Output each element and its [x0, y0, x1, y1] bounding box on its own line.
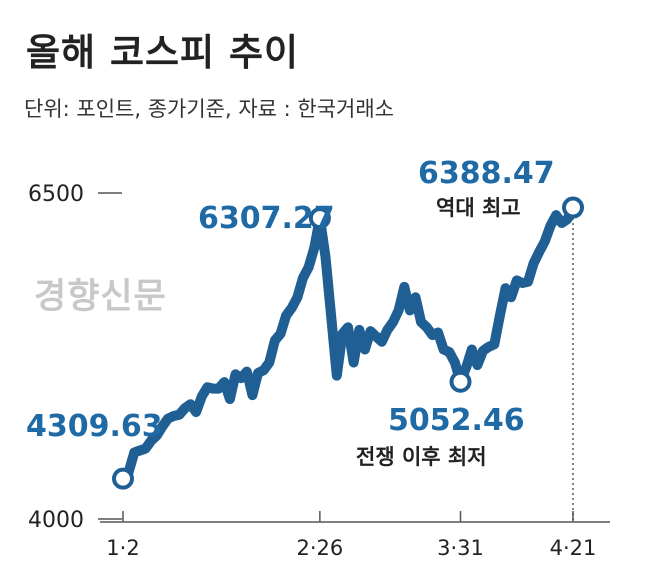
annotation-start-value: 4309.63 — [26, 409, 163, 444]
y-tick-label-4000: 4000 — [28, 508, 84, 533]
annotation-record-caption: 역대 최고 — [436, 196, 521, 220]
marker-low — [449, 370, 472, 393]
y-tick-label-6500: 6500 — [28, 182, 84, 207]
x-tick-label-2: 3·31 — [437, 536, 484, 560]
marker-start — [112, 467, 134, 490]
marker-feb-peak — [308, 207, 331, 230]
kospi-line — [118, 202, 578, 484]
watermark-logo: 경향신문 — [34, 277, 167, 317]
annotation-low-caption: 전쟁 이후 최저 — [356, 445, 487, 469]
annotation-feb-peak-value: 6307.27 — [198, 201, 335, 236]
x-tick-label-1: 2·26 — [296, 536, 343, 560]
marker-record — [562, 196, 584, 219]
x-tick-label-0: 1·2 — [106, 536, 139, 560]
annotation-record-value: 6388.47 — [418, 156, 555, 191]
x-tick-label-3: 4·21 — [550, 536, 597, 560]
chart-title: 올해 코스피 추이 — [26, 31, 300, 74]
annotation-low-value: 5052.46 — [388, 403, 525, 438]
chart-subtitle: 단위: 포인트, 종가기준, 자료 : 한국거래소 — [24, 97, 394, 121]
